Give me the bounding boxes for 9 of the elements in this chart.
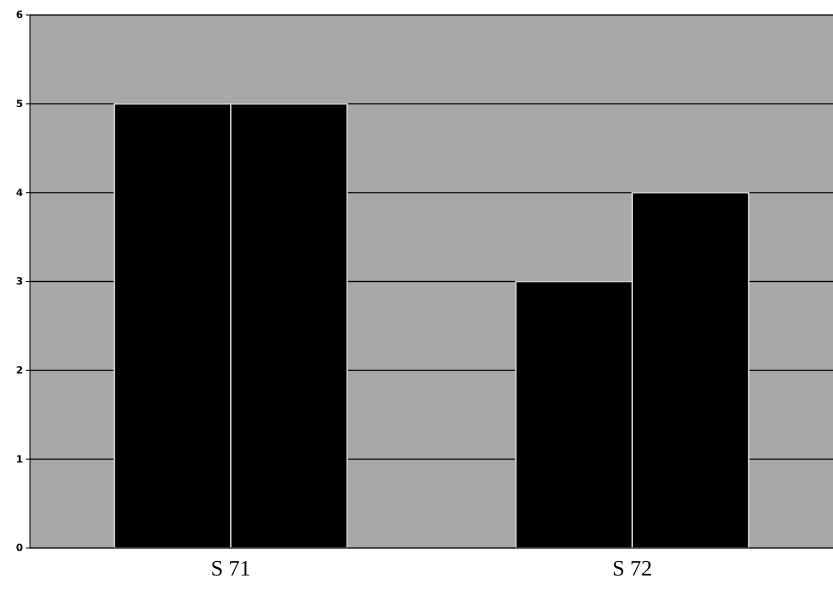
y-tick-label: 0: [16, 543, 24, 554]
y-tick-label: 6: [16, 10, 24, 22]
y-tick-label: 5: [16, 99, 24, 110]
x-tick-label: S 72: [612, 556, 652, 581]
y-tick-label: 3: [16, 276, 24, 288]
y-tick-label: 2: [16, 366, 24, 377]
x-tick-label: S 71: [210, 556, 251, 581]
y-tick-label: 1: [16, 454, 24, 466]
y-tick-label: 4: [16, 188, 24, 199]
